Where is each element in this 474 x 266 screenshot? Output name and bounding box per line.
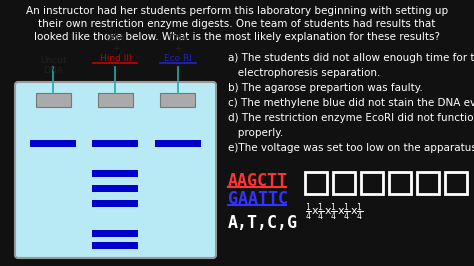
FancyBboxPatch shape	[15, 82, 216, 258]
Text: a) The students did not allow enough time for the: a) The students did not allow enough tim…	[228, 53, 474, 63]
Bar	[92, 230, 138, 237]
Bar	[92, 185, 138, 192]
Text: c) The methylene blue did not stain the DNA evenly.: c) The methylene blue did not stain the …	[228, 98, 474, 108]
Bar	[160, 93, 195, 107]
Text: +: +	[112, 44, 119, 53]
Text: DNA: DNA	[43, 66, 63, 75]
Bar	[333, 172, 355, 194]
Text: properly.: properly.	[228, 128, 283, 138]
Text: Uncut: Uncut	[40, 56, 66, 65]
Bar	[155, 140, 201, 147]
Text: electrophoresis separation.: electrophoresis separation.	[228, 68, 380, 78]
Bar	[92, 170, 138, 177]
Text: An instructor had her students perform this laboratory beginning with setting up: An instructor had her students perform t…	[26, 6, 448, 16]
Text: DNA: DNA	[106, 34, 126, 43]
Bar	[305, 172, 327, 194]
Text: $\frac{1}{4}$x$\frac{1}{4}$x$\frac{1}{4}$x$\frac{1}{4}$x$\frac{1}{4}$: $\frac{1}{4}$x$\frac{1}{4}$x$\frac{1}{4}…	[305, 202, 364, 223]
Text: +: +	[174, 44, 182, 53]
Bar	[92, 140, 138, 147]
Bar	[389, 172, 411, 194]
Text: DNA: DNA	[168, 34, 188, 43]
Bar	[445, 172, 467, 194]
Bar	[92, 200, 138, 207]
Bar	[30, 140, 76, 147]
Text: AAGCTT: AAGCTT	[228, 172, 288, 190]
Bar	[98, 93, 133, 107]
Bar	[36, 93, 71, 107]
Text: d) The restriction enzyme EcoRI did not function: d) The restriction enzyme EcoRI did not …	[228, 113, 474, 123]
Bar	[361, 172, 383, 194]
Bar	[417, 172, 439, 194]
Text: Eco RI: Eco RI	[164, 54, 192, 63]
Text: A,T,C,G: A,T,C,G	[228, 214, 298, 232]
Bar	[92, 242, 138, 249]
Text: their own restriction enzyme digests. One team of students had results that: their own restriction enzyme digests. On…	[38, 19, 436, 29]
Text: Hind III: Hind III	[100, 54, 131, 63]
Text: looked like those below. What is the most likely explanation for these results?: looked like those below. What is the mos…	[34, 32, 440, 42]
Text: GAATTC: GAATTC	[228, 190, 288, 208]
Text: b) The agarose prepartion was faulty.: b) The agarose prepartion was faulty.	[228, 83, 423, 93]
Text: e)The voltage was set too low on the apparatus.: e)The voltage was set too low on the app…	[228, 143, 474, 153]
